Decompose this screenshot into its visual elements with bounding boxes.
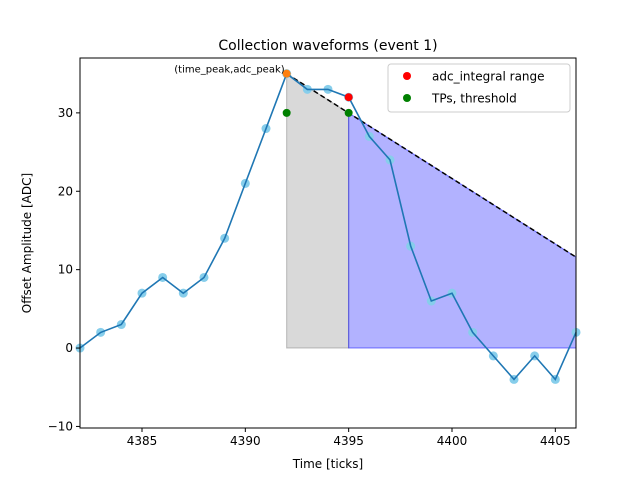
threshold-point: [344, 108, 353, 117]
plot-frame: [79, 57, 577, 429]
y-axis-label: Offset Amplitude [ADC]: [20, 173, 34, 313]
x-axis-ticks: 4385 4390 4395 4400 4405: [127, 428, 571, 448]
threshold-point: [282, 108, 291, 117]
legend-marker: [403, 72, 411, 80]
legend-label: TPs, threshold: [431, 92, 517, 106]
y-axis-ticks: −10 0 10 20 30: [48, 106, 80, 433]
y-tick-label: 10: [58, 263, 73, 277]
x-tick-label: 4390: [230, 434, 261, 448]
y-tick-label: −10: [48, 419, 73, 433]
decay-dashed-line: [286, 73, 577, 258]
y-tick-label: 20: [58, 184, 73, 198]
y-tick-label: 0: [65, 341, 73, 355]
legend-marker: [403, 94, 411, 102]
decay-line-group: [286, 73, 577, 258]
annotations: (time_peak,adc_peak): [174, 65, 284, 76]
waveform-line: [79, 72, 577, 381]
legend: adc_integral range TPs, threshold: [387, 63, 571, 113]
x-tick-label: 4405: [540, 434, 571, 448]
x-axis-label: Time [ticks]: [292, 457, 363, 471]
x-tick-label: 4395: [333, 434, 364, 448]
y-tick-label: 30: [58, 106, 73, 120]
x-tick-label: 4400: [437, 434, 468, 448]
chart-title: Collection waveforms (event 1): [218, 38, 437, 54]
peak-annotation: (time_peak,adc_peak): [174, 65, 284, 76]
x-tick-label: 4385: [127, 434, 158, 448]
axes: [79, 57, 577, 429]
highlight-points: [282, 69, 353, 117]
shaded-region-1: [286, 72, 350, 349]
adc-integral-point: [344, 93, 353, 102]
legend-box: [387, 63, 571, 113]
legend-label: adc_integral range: [432, 70, 545, 84]
waveform-line-group: [79, 72, 577, 381]
peak-point: [282, 69, 291, 78]
